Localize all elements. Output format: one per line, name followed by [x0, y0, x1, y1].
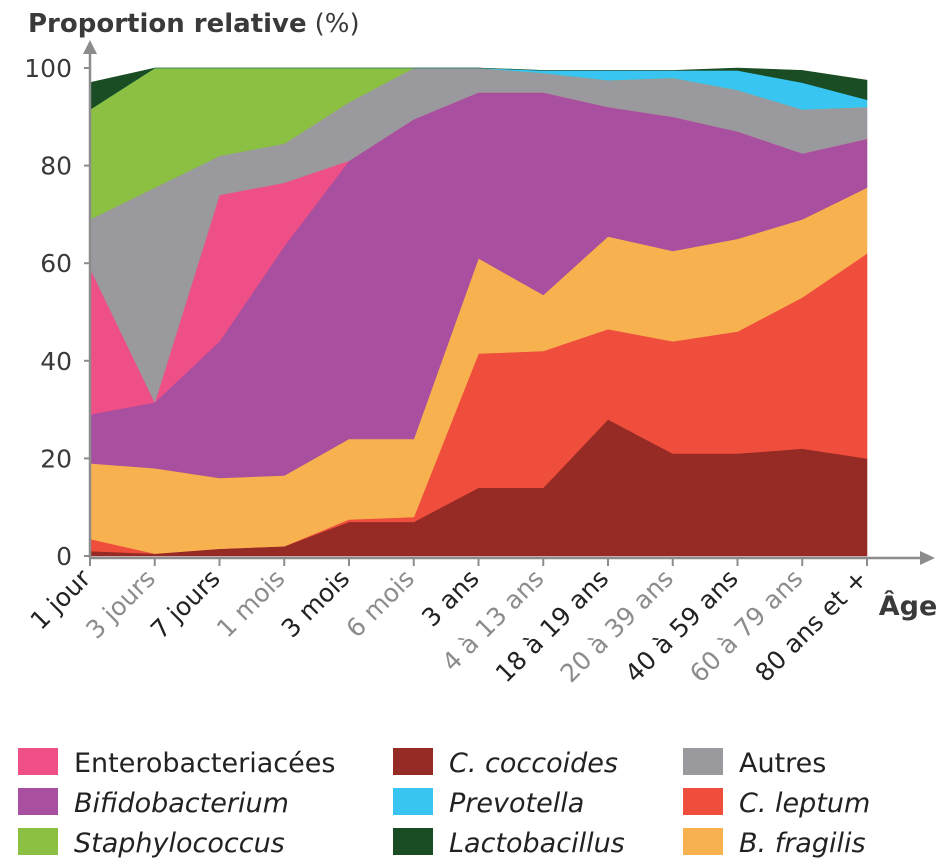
legend-item-c-leptum: C. leptum: [683, 788, 870, 819]
legend-item-enterobacteriacees: Enterobacteriacées: [18, 748, 335, 779]
legend-swatch: [393, 788, 433, 815]
legend-label: C. coccoides: [449, 748, 618, 779]
chart-title: Proportion relative (%): [28, 9, 360, 39]
legend-swatch: [683, 788, 723, 815]
legend-item-autres: Autres: [683, 748, 826, 779]
y-tick-label: 80: [40, 152, 72, 181]
legend-label: Enterobacteriacées: [74, 748, 335, 779]
legend-swatch: [393, 748, 433, 775]
x-tick-label: 3 jours: [80, 564, 161, 645]
area-lactobacillus: [89, 67, 868, 110]
legend-label: Bifidobacterium: [74, 788, 289, 819]
y-tick-label: 100: [24, 54, 72, 83]
legend-label: Staphylococcus: [74, 828, 285, 859]
legend-label: B. fragilis: [739, 828, 866, 859]
legend-item-c-coccoides: C. coccoides: [393, 748, 618, 779]
x-tick-label: 1 mois: [211, 564, 291, 644]
legend-item-b-fragilis: B. fragilis: [683, 828, 866, 859]
legend-item-lactobacillus: Lactobacillus: [393, 828, 625, 859]
legend: Enterobacteriacées Bifidobacterium Staphyl…: [18, 748, 870, 859]
legend-swatch: [18, 828, 58, 855]
legend-label: Autres: [739, 748, 826, 779]
legend-item-prevotella: Prevotella: [393, 788, 584, 819]
legend-label: Prevotella: [449, 788, 584, 819]
x-tick-label: 6 mois: [340, 564, 420, 644]
legend-label: C. leptum: [739, 788, 870, 819]
chart-title-unit: (%): [315, 9, 360, 39]
legend-swatch: [18, 748, 58, 775]
legend-swatch: [683, 748, 723, 775]
axes: [83, 40, 935, 565]
x-axis-title: Âge: [879, 590, 938, 622]
y-tick-label: 0: [56, 542, 72, 571]
y-axis-arrow-icon: [83, 40, 97, 54]
x-tick-label: 3 mois: [276, 564, 356, 644]
legend-swatch: [393, 828, 433, 855]
legend-swatch: [18, 788, 58, 815]
y-tick-label: 60: [40, 249, 72, 278]
legend-item-bifidobacterium: Bifidobacterium: [18, 788, 289, 819]
y-tick-label: 40: [40, 347, 72, 376]
y-tick-label: 20: [40, 444, 72, 473]
area-layers: [89, 67, 868, 557]
chart-title-text: Proportion relative: [28, 9, 307, 39]
legend-label: Lactobacillus: [449, 828, 625, 859]
x-tick-label: 7 jours: [145, 564, 226, 645]
y-axis-ticks: 0 20 40 60 80 100: [24, 54, 90, 571]
legend-item-staphylococcus: Staphylococcus: [18, 828, 285, 859]
legend-swatch: [683, 828, 723, 855]
x-axis-arrow-icon: [920, 551, 935, 565]
